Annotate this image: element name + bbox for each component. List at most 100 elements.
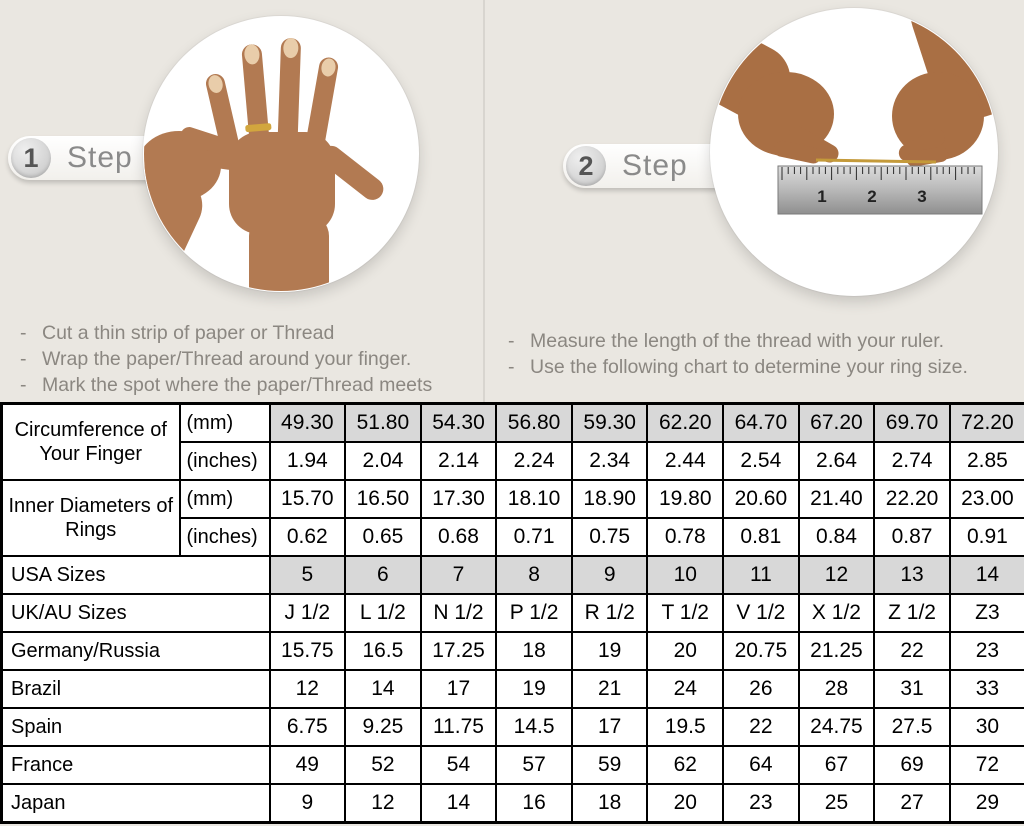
row-label: Japan (0, 783, 271, 824)
size-value-cell: 0.91 (948, 517, 1024, 557)
size-value-cell: 20 (646, 631, 725, 671)
instruction-text: Wrap the paper/Thread around your finger… (42, 348, 412, 370)
row-label: France (0, 745, 271, 785)
size-value-cell: 21.40 (797, 479, 876, 519)
size-value-cell: 59.30 (570, 402, 649, 443)
size-value-cell: T 1/2 (646, 593, 725, 633)
size-value-cell: 2.04 (344, 441, 422, 481)
size-value-cell: 2.24 (495, 441, 573, 481)
ruler-number-1: 1 (817, 187, 826, 206)
step2-instructions: - Measure the length of the thread with … (508, 328, 1020, 380)
row-label: Brazil (0, 669, 271, 709)
size-value-cell: 23.00 (948, 479, 1024, 519)
size-value-cell: 67.20 (797, 402, 876, 443)
size-value-cell: 24.75 (797, 707, 876, 747)
size-value-cell: 21 (570, 669, 649, 709)
bullet-dash: - (20, 322, 27, 344)
instruction-line: - Cut a thin strip of paper or Thread (20, 320, 482, 346)
size-value-cell: 9 (268, 783, 347, 824)
size-value-cell: P 1/2 (495, 593, 573, 633)
table-row: Circumference of Your Finger (mm) 49.30 51.… (0, 402, 1024, 481)
size-value-cell: 16.5 (344, 631, 422, 671)
size-value-cell: 2.14 (419, 441, 498, 481)
size-value-cell: 0.62 (268, 517, 347, 557)
size-value-cell: 64.70 (722, 402, 800, 443)
size-value-cell: 2.64 (797, 441, 876, 481)
size-value-cell: 0.84 (797, 517, 876, 557)
hand-with-ring-icon (144, 17, 418, 291)
size-value-cell: 67 (797, 745, 876, 785)
size-value-cell: 0.75 (570, 517, 649, 557)
size-value-cell: 19.80 (646, 479, 725, 519)
size-value-cell: 0.87 (873, 517, 951, 557)
size-value-cell: 10 (646, 555, 725, 595)
instruction-text: Measure the length of the thread with yo… (530, 330, 945, 352)
size-value-cell: 0.81 (722, 517, 800, 557)
size-value-cell: 2.34 (570, 441, 649, 481)
size-value-cell: 20.75 (722, 631, 800, 671)
instruction-line: - Measure the length of the thread with … (508, 328, 1020, 354)
instruction-line: - Use the following chart to determine y… (508, 354, 1020, 380)
size-value-cell: 12 (797, 555, 876, 595)
size-value-cell: 20 (646, 783, 725, 824)
size-value-cell: 17.25 (419, 631, 498, 671)
size-value-cell: 59 (570, 745, 649, 785)
size-value-cell: 23 (948, 631, 1024, 671)
row-label: Spain (0, 707, 271, 747)
size-value-cell: 17 (570, 707, 649, 747)
size-value-cell: 22.20 (873, 479, 951, 519)
size-value-cell: 52 (344, 745, 422, 785)
size-value-cell: 7 (419, 555, 498, 595)
row-unit-label: (mm) (178, 402, 271, 443)
thread-icon (815, 158, 937, 164)
size-value-cell: 0.68 (419, 517, 498, 557)
step2-measuring-photo: 1 2 3 (710, 8, 998, 296)
size-value-cell: V 1/2 (722, 593, 800, 633)
size-value-cell: 23 (722, 783, 800, 824)
size-value-cell: 26 (722, 669, 800, 709)
size-value-cell: Z 1/2 (873, 593, 951, 633)
size-value-cell: 5 (268, 555, 347, 595)
row-label: UK/AU Sizes (0, 593, 271, 633)
size-value-cell: 29 (948, 783, 1024, 824)
size-value-cell: 2.85 (948, 441, 1024, 481)
size-value-cell: 15.70 (268, 479, 347, 519)
size-value-cell: 27.5 (873, 707, 951, 747)
size-value-cell: 49.30 (268, 402, 347, 443)
size-value-cell: J 1/2 (268, 593, 347, 633)
size-value-cell: 31 (873, 669, 951, 709)
size-value-cell: 9 (570, 555, 649, 595)
size-value-cell: X 1/2 (797, 593, 876, 633)
size-value-cell: 22 (873, 631, 951, 671)
bullet-dash: - (508, 330, 515, 352)
size-value-cell: 12 (268, 669, 347, 709)
size-value-cell: 18 (495, 631, 573, 671)
ring-band-icon (245, 123, 272, 133)
size-value-cell: 14 (948, 555, 1024, 595)
table-row: UK/AU Sizes J 1/2 L 1/2 N 1/2 P 1/2 R 1/2 T 1/… (0, 593, 1024, 633)
table-row: France 49 52 54 57 59 62 64 67 69 72 (0, 745, 1024, 785)
size-value-cell: 16 (495, 783, 573, 824)
bullet-dash: - (20, 374, 27, 396)
size-value-cell: L 1/2 (344, 593, 422, 633)
size-value-cell: 21.25 (797, 631, 876, 671)
size-value-cell: 54.30 (419, 402, 498, 443)
size-value-cell: 51.80 (344, 402, 422, 443)
size-value-cell: 8 (495, 555, 573, 595)
instruction-text: Use the following chart to determine you… (530, 356, 968, 378)
size-value-cell: 24 (646, 669, 725, 709)
ruler-number-3: 3 (917, 187, 926, 206)
instruction-text: Mark the spot where the paper/Thread mee… (42, 374, 433, 396)
step2-label: Step (622, 149, 688, 182)
table-row: Spain 6.75 9.25 11.75 14.5 17 19.5 22 24.75 27.5 3… (0, 707, 1024, 747)
instruction-line: - Wrap the paper/Thread around your fing… (20, 346, 482, 372)
table-row: Brazil 12 14 17 19 21 24 26 28 31 33 (0, 669, 1024, 709)
size-value-cell: 62.20 (646, 402, 725, 443)
size-value-cell: R 1/2 (570, 593, 649, 633)
size-value-cell: 16.50 (344, 479, 422, 519)
size-value-cell: 15.75 (268, 631, 347, 671)
size-value-cell: 25 (797, 783, 876, 824)
size-value-cell: 12 (344, 783, 422, 824)
size-value-cell: 22 (722, 707, 800, 747)
section-divider (483, 0, 485, 402)
